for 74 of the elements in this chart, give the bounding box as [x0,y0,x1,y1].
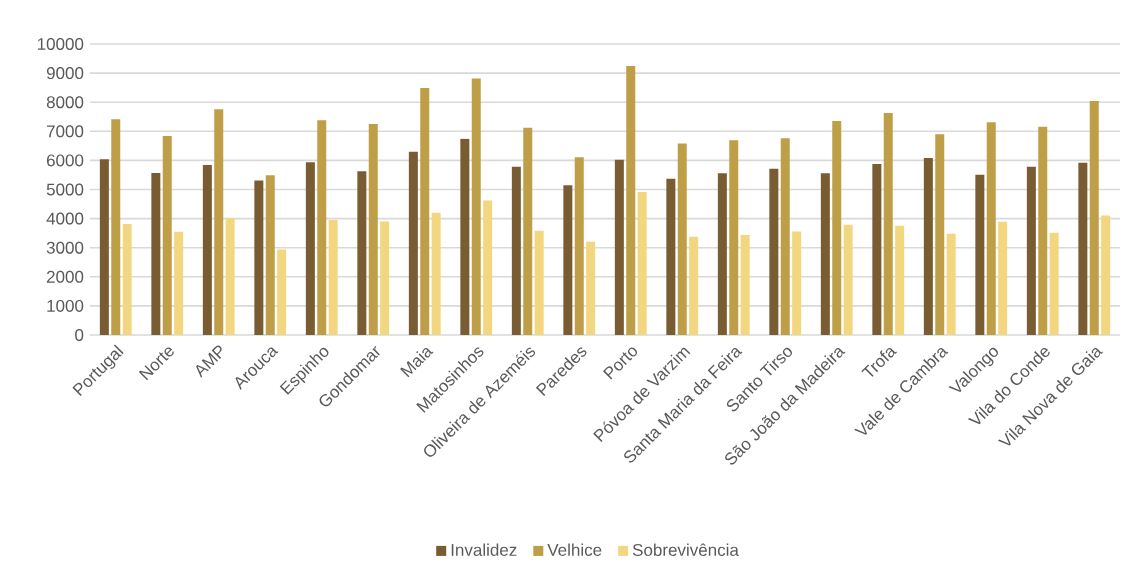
legend-label: Invalidez [451,543,517,556]
bar [214,109,224,335]
bar [317,120,327,335]
y-tick-label: 9000 [46,67,84,80]
bar [574,157,584,335]
y-tick-label: 6000 [47,154,84,167]
y-tick-label: 8000 [46,96,84,109]
bar [975,174,985,335]
bar [328,220,338,335]
bar [769,168,779,335]
bar [483,200,493,335]
bar [883,112,893,335]
bar [740,234,750,335]
bar [1078,162,1088,335]
bar [408,151,418,335]
bar [1101,215,1111,335]
bar [523,127,533,335]
bar [998,221,1008,335]
bar [277,249,287,335]
bar [780,138,790,335]
bar [225,218,235,335]
legend-label: Sobrevivência [632,543,739,556]
bar [1089,101,1099,335]
y-tick-label: 4000 [46,212,84,225]
bar [666,178,676,335]
bar [420,87,430,335]
y-tick-label: 0 [75,328,84,341]
bar [614,159,624,335]
bar [946,233,956,335]
bar [305,162,315,335]
bar [111,119,121,335]
bar [265,175,275,335]
bar [586,241,596,335]
bar [431,212,441,335]
bar [380,221,390,335]
bar [563,185,573,335]
bar [368,124,378,335]
bar [1026,166,1036,335]
bar [729,140,739,335]
bar [689,236,699,335]
bar [1038,126,1048,335]
bar [99,159,109,335]
bar [820,173,830,335]
bar [792,231,802,335]
bar [151,172,161,335]
legend-label: Velhice [547,543,602,556]
bar [872,163,882,335]
bar [174,231,184,335]
bar [935,134,945,335]
bar [986,122,996,335]
bar [923,158,933,335]
bar [511,166,521,335]
bar [637,192,647,335]
bar [122,224,132,335]
bar [254,180,264,335]
y-tick-label: 1000 [47,299,84,312]
bar [202,165,212,335]
y-tick-label: 10000 [37,37,84,50]
y-tick-label: 5000 [46,183,84,196]
y-tick-label: 7000 [47,125,84,138]
bar [471,78,481,335]
bar [1049,232,1059,335]
bar [357,171,367,335]
bar [895,225,905,335]
y-tick-label: 3000 [46,241,84,254]
bar [832,121,842,335]
bar [626,66,636,335]
y-tick-label: 2000 [46,270,84,283]
bar [717,173,727,335]
bar [843,224,853,335]
bar [534,230,544,335]
bar [162,135,172,335]
bar [677,143,687,335]
bar [460,138,470,335]
